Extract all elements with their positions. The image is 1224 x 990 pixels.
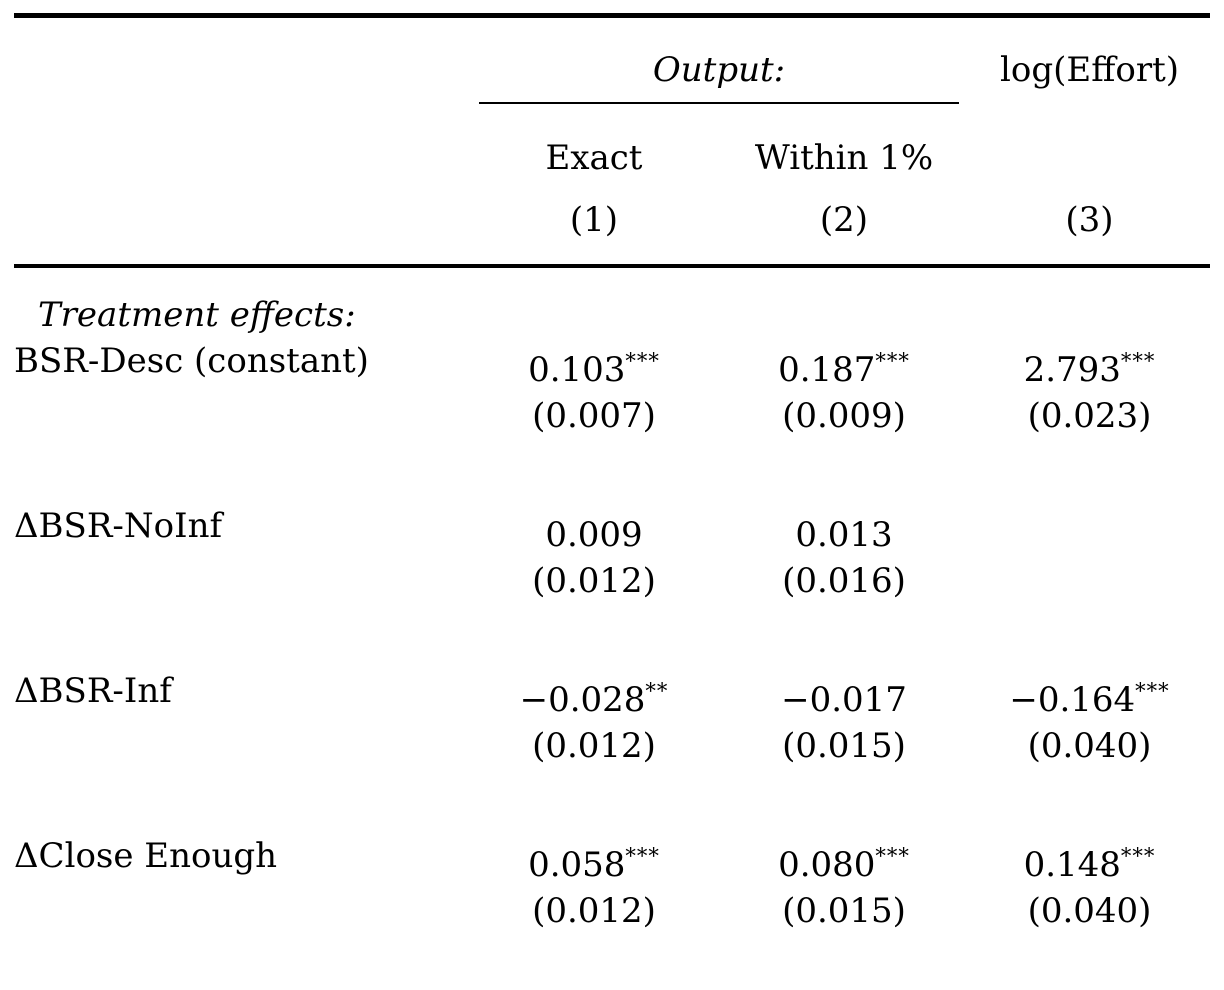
row-label-bsr-desc: BSR-Desc (constant) <box>14 341 369 381</box>
estimate-number: 2.793 <box>1023 350 1121 390</box>
estimate-number: 0.148 <box>1023 845 1121 885</box>
estimate-value: −0.028** <box>469 668 719 723</box>
column-number-3: (3) <box>1065 200 1114 240</box>
output-group-label: Output: <box>652 50 786 90</box>
row-label-delta-bsr-noinf: ΔBSR-NoInf <box>14 506 223 546</box>
estimate-value: −0.164*** <box>969 668 1210 723</box>
row-label-delta-close-enough: ΔClose Enough <box>14 836 278 876</box>
coef-cell: −0.017 (0.015) <box>719 668 969 769</box>
coef-cell: 0.080*** (0.015) <box>719 833 969 934</box>
estimate-number: −0.028 <box>519 680 646 720</box>
estimate-value: −0.017 <box>719 668 969 723</box>
estimate-number: 0.187 <box>778 350 876 390</box>
table-row: ΔBSR-Inf −0.028** (0.012) −0.017 (0.015)… <box>14 668 1210 769</box>
coef-cell: 0.103*** (0.007) <box>469 338 719 439</box>
coef-cell: 0.009 (0.012) <box>469 503 719 604</box>
table-row: ΔClose Enough 0.058*** (0.012) 0.080*** … <box>14 833 1210 934</box>
output-group-underline <box>479 102 959 104</box>
top-rule <box>14 13 1210 18</box>
header-colnumber-row: (1) (2) (3) <box>14 198 1210 242</box>
coef-cell: 2.793*** (0.023) <box>969 338 1210 439</box>
significance-stars: ** <box>645 679 669 703</box>
row-label-delta-bsr-inf: ΔBSR-Inf <box>14 671 172 711</box>
standard-error: (0.009) <box>782 396 906 436</box>
estimate-value: 0.009 <box>469 503 719 558</box>
significance-stars: *** <box>625 844 660 868</box>
standard-error: (0.007) <box>532 396 656 436</box>
estimate-value: 0.080*** <box>719 833 969 888</box>
standard-error: (0.015) <box>782 891 906 931</box>
subheader-within-1pct: Within 1% <box>754 138 934 178</box>
estimate-value: 0.187*** <box>719 338 969 393</box>
header-group-row: Output: log(Effort) <box>14 50 1210 104</box>
standard-error: (0.012) <box>532 726 656 766</box>
standard-error: (0.016) <box>782 561 906 601</box>
coef-cell: −0.028** (0.012) <box>469 668 719 769</box>
column-number-2: (2) <box>819 200 869 240</box>
estimate-value: 0.148*** <box>969 833 1210 888</box>
significance-stars: *** <box>875 349 910 373</box>
significance-stars: *** <box>1120 349 1156 373</box>
column-number-1: (1) <box>569 200 619 240</box>
standard-error: (0.012) <box>532 561 656 601</box>
significance-stars: *** <box>625 349 660 373</box>
standard-error: (0.015) <box>782 726 906 766</box>
significance-stars: *** <box>875 844 910 868</box>
estimate-number: 0.080 <box>778 845 876 885</box>
estimate-number: 0.058 <box>528 845 626 885</box>
estimate-number: 0.013 <box>795 515 893 555</box>
estimate-value: 0.103*** <box>469 338 719 393</box>
table-row: BSR-Desc (constant) 0.103*** (0.007) 0.1… <box>14 338 1210 439</box>
standard-error: (0.040) <box>1027 726 1152 766</box>
table-row: ΔBSR-NoInf 0.009 (0.012) 0.013 (0.016) <box>14 503 1210 604</box>
subheader-exact: Exact <box>545 138 643 178</box>
coef-cell: 0.187*** (0.009) <box>719 338 969 439</box>
output-column-group: Output: <box>469 50 969 104</box>
header-sublabel-row: Exact Within 1% <box>14 136 1210 180</box>
coef-cell: 0.148*** (0.040) <box>969 833 1210 934</box>
estimate-value: 0.013 <box>719 503 969 558</box>
estimate-number: 0.009 <box>545 515 643 555</box>
standard-error: (0.012) <box>532 891 656 931</box>
coef-cell: 0.013 (0.016) <box>719 503 969 604</box>
significance-stars: *** <box>1120 844 1156 868</box>
estimate-value: 2.793*** <box>969 338 1210 393</box>
standard-error: (0.040) <box>1027 891 1152 931</box>
estimate-number: 0.103 <box>528 350 626 390</box>
coef-cell: −0.164*** (0.040) <box>969 668 1210 769</box>
significance-stars: *** <box>1135 679 1170 703</box>
section-label-treatment-effects: Treatment effects: <box>38 295 356 335</box>
estimate-value: 0.058*** <box>469 833 719 888</box>
estimate-number: −0.017 <box>781 680 907 720</box>
header-rule <box>14 264 1210 268</box>
regression-table: Output: log(Effort) Exact Within 1% (1) … <box>14 0 1210 990</box>
standard-error: (0.023) <box>1027 396 1152 436</box>
coef-cell: 0.058*** (0.012) <box>469 833 719 934</box>
log-effort-header: log(Effort) <box>1000 50 1179 90</box>
estimate-number: −0.164 <box>1009 680 1136 720</box>
